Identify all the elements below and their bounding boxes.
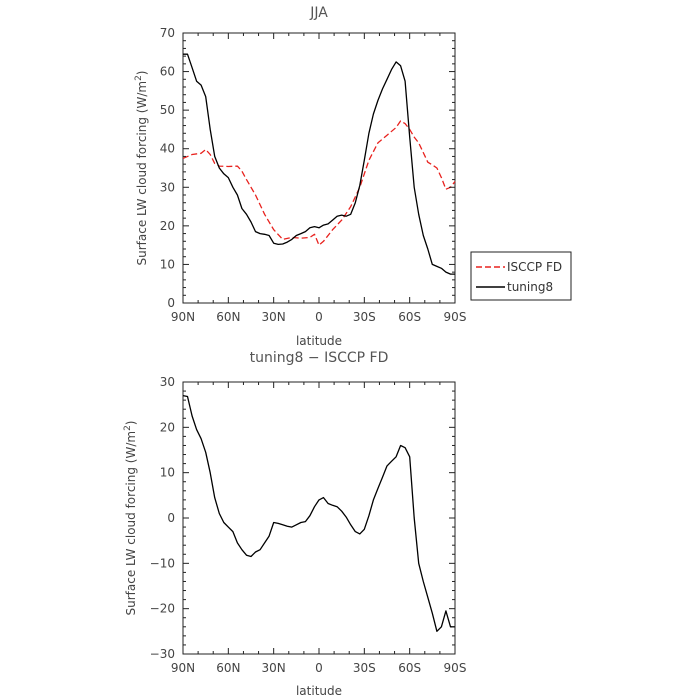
x-tick-label: 30S: [353, 310, 376, 324]
chart-title: tuning8 − ISCCP FD: [250, 350, 389, 366]
ticks-layer: 90N 60N 30N 0 30S 60S 90S −30 −20 −10 0 10 20 30: [150, 375, 467, 675]
chart-panel-top: JJA 90N 60N 30N 0 30S 60S 90S 0 10 20 30 40 50 60 70 l…: [134, 5, 572, 348]
y-axis-label: Surface LW cloud forcing (W/m2): [123, 420, 138, 615]
series-line-difference: [182, 394, 455, 632]
y-tick-label: 10: [160, 466, 175, 480]
legend: ISCCP FD tuning8: [470, 251, 572, 301]
x-tick-label: 0: [315, 310, 323, 324]
chart-panel-bottom: tuning8 − ISCCP FD 90N 60N 30N 0 30S 60S 90S −3…: [123, 350, 466, 698]
legend-label-tuning8: tuning8: [507, 280, 553, 294]
y-tick-label: 40: [160, 142, 175, 156]
y-tick-label: −10: [150, 556, 175, 570]
y-tick-label: −30: [150, 647, 175, 661]
y-tick-label: 0: [167, 511, 175, 525]
y-axis-label: Surface LW cloud forcing (W/m2): [134, 70, 149, 265]
x-tick-label: 30S: [353, 661, 376, 675]
y-tick-label: 20: [160, 420, 175, 434]
series-layer: [182, 394, 455, 632]
y-tick-label: 30: [160, 375, 175, 389]
y-tick-label: 30: [160, 180, 175, 194]
y-tick-label: 10: [160, 257, 175, 271]
chart-title: JJA: [309, 5, 328, 21]
x-axis-label: latitude: [296, 334, 342, 348]
y-tick-label: 50: [160, 103, 175, 117]
x-tick-label: 0: [315, 661, 323, 675]
x-tick-label: 60S: [398, 310, 421, 324]
y-tick-label: −20: [150, 602, 175, 616]
y-tick-label: 20: [160, 219, 175, 233]
legend-label-isccp: ISCCP FD: [507, 260, 562, 274]
series-layer: [182, 53, 456, 275]
legend-box: [470, 251, 572, 301]
series-line-tuning8: [183, 53, 455, 275]
series-line-isccp-fd: [182, 120, 456, 246]
x-tick-label: 90N: [171, 661, 195, 675]
y-tick-label: 60: [160, 65, 175, 79]
x-tick-label: 90N: [171, 310, 195, 324]
x-tick-label: 30N: [262, 661, 286, 675]
ticks-layer: 90N 60N 30N 0 30S 60S 90S 0 10 20 30 40 50 60 70: [160, 26, 467, 324]
plot-frame: [182, 32, 456, 304]
x-tick-label: 60S: [398, 661, 421, 675]
x-tick-label: 90S: [444, 310, 467, 324]
x-tick-label: 60N: [216, 661, 240, 675]
y-tick-label: 0: [167, 296, 175, 310]
x-tick-label: 90S: [444, 661, 467, 675]
x-tick-label: 60N: [216, 310, 240, 324]
y-tick-label: 70: [160, 26, 175, 40]
x-tick-label: 30N: [262, 310, 286, 324]
x-axis-label: latitude: [296, 684, 342, 698]
